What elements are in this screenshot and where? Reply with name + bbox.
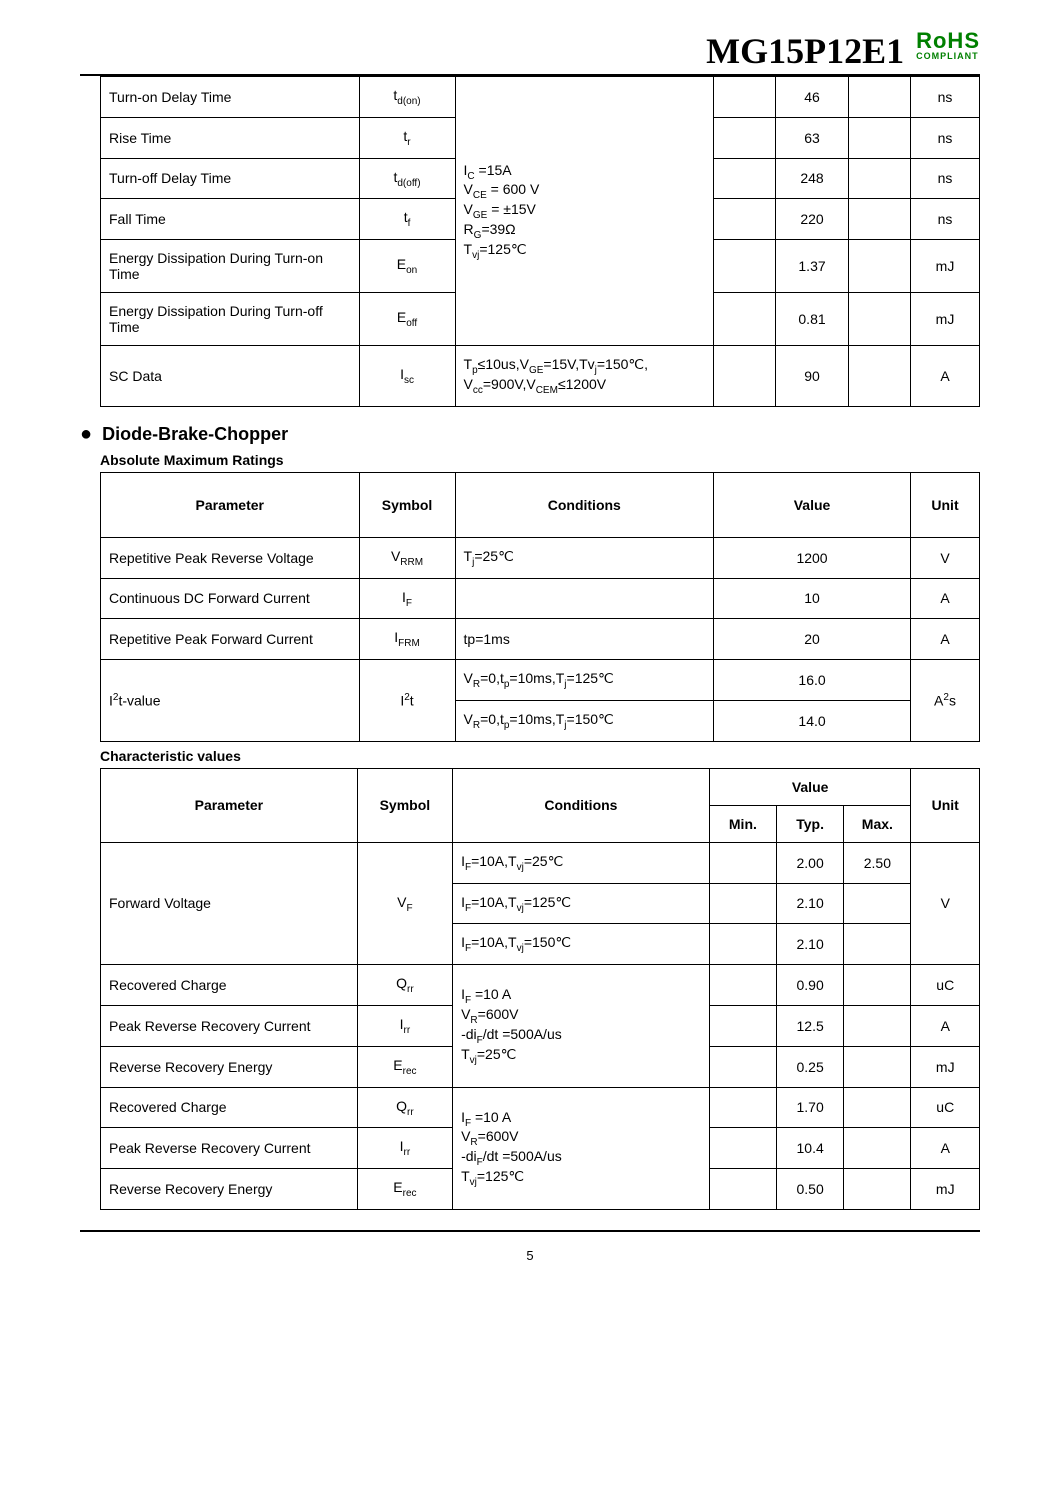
rohs-badge: RoHS COMPLIANT	[916, 30, 980, 61]
table-row: Forward Voltage VF IF=10A,Tvj=25℃ 2.00 2…	[101, 842, 980, 883]
part-number: MG15P12E1	[706, 30, 904, 72]
characteristic-values-table: Parameter Symbol Conditions Value Unit M…	[100, 768, 980, 1210]
table-row: Turn-on Delay Time td(on) IC =15AVCE = 6…	[101, 77, 980, 118]
abs-max-ratings-table: Parameter Symbol Conditions Value Unit R…	[100, 472, 980, 742]
table-row: SC Data Isc Tp≤10us,VGE=15V,Tvj=150℃,Vcc…	[101, 346, 980, 407]
rohs-sub: COMPLIANT	[916, 52, 980, 61]
bullet-icon: ●	[80, 423, 92, 446]
table-row: Recovered Charge Qrr IF =10 AVR=600V-diF…	[101, 965, 980, 1006]
table-header-row: Parameter Symbol Conditions Value Unit	[101, 768, 980, 805]
typ-cell: 46	[775, 77, 849, 118]
conditions-cell: IC =15AVCE = 600 VVGE = ±15VRG=39ΩTvj=12…	[455, 77, 714, 346]
igbt-switching-table: Turn-on Delay Time td(on) IC =15AVCE = 6…	[100, 76, 980, 407]
unit-cell: ns	[911, 77, 980, 118]
table-row: I2t-value I2t VR=0,tp=10ms,Tj=125℃ 16.0 …	[101, 660, 980, 701]
table-row: Continuous DC Forward Current IF 10 A	[101, 578, 980, 619]
table-row: Recovered Charge Qrr IF =10 AVR=600V-diF…	[101, 1087, 980, 1128]
symbol-cell: td(on)	[359, 77, 455, 118]
min-cell	[714, 77, 776, 118]
table-row: Repetitive Peak Forward Current IFRM tp=…	[101, 619, 980, 660]
table-header-row: Parameter Symbol Conditions Value Unit	[101, 472, 980, 537]
page-header: MG15P12E1 RoHS COMPLIANT	[80, 30, 980, 76]
section-heading: ● Diode-Brake-Chopper	[80, 423, 980, 446]
subsection-title: Characteristic values	[100, 748, 980, 764]
footer-rule	[80, 1230, 980, 1232]
rohs-label: RoHS	[916, 30, 980, 52]
subsection-title: Absolute Maximum Ratings	[100, 452, 980, 468]
param-cell: Turn-on Delay Time	[101, 77, 360, 118]
page-number: 5	[80, 1248, 980, 1263]
max-cell	[849, 77, 911, 118]
section-title: Diode-Brake-Chopper	[102, 424, 288, 445]
table-row: Repetitive Peak Reverse Voltage VRRM Tj=…	[101, 537, 980, 578]
